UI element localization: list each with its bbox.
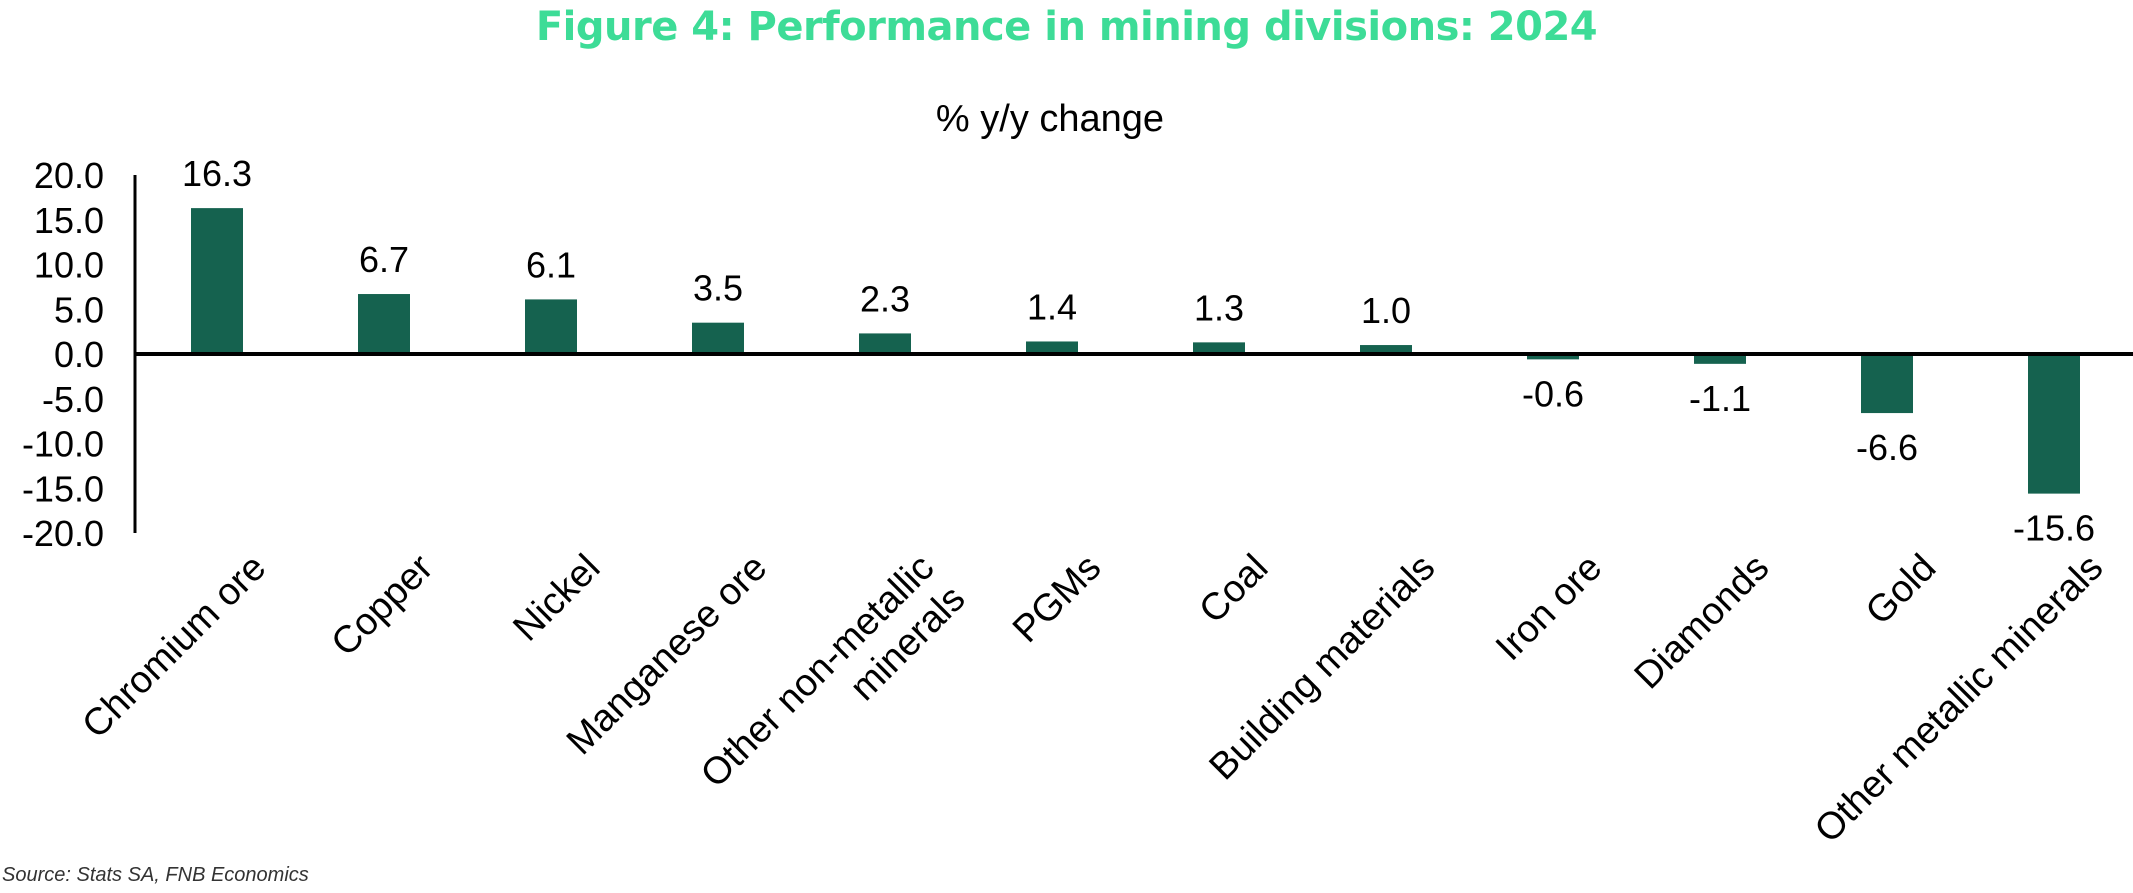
figure-title: Figure 4: Performance in mining division… [535,4,1598,50]
value-labels: 16.3 6.7 6.1 3.5 2.3 1.4 1.3 1.0 -0.6 -1.1 -6.6 -15… [182,153,2095,549]
bar [1527,354,1579,360]
value-label: 2.3 [860,278,910,319]
category-label: Other metallic minerals [1807,547,2111,851]
category-label-line: Coal [1191,547,1276,632]
y-tick-label: 5.0 [54,289,104,330]
value-label: -6.6 [1856,427,1918,468]
y-tick-label: 0.0 [54,334,104,375]
category-label-line: Gold [1858,547,1944,633]
bar [191,208,243,354]
value-label: 6.1 [526,244,576,285]
bar [1861,354,1913,414]
category-label: Nickel [505,547,608,650]
category-label-line: Copper [324,546,442,664]
bar [1360,345,1412,354]
category-label: Diamonds [1627,547,1778,698]
y-tick-label: -20.0 [22,513,104,554]
value-label: -1.1 [1689,378,1751,419]
category-label-line: PGMs [1005,547,1109,651]
category-label: Copper [324,546,442,664]
category-label-line: Iron ore [1488,547,1610,669]
bars-layer [191,208,2080,494]
bar [2028,354,2080,494]
bar [692,322,744,354]
category-label-line: Diamonds [1627,547,1778,698]
y-tick-label: -5.0 [42,379,104,420]
y-axis: 20.015.010.05.00.0-5.0-10.0-15.0-20.0 [22,155,137,554]
y-tick-label: 10.0 [34,245,104,286]
bar [1694,354,1746,364]
chart-subtitle: % y/y change [936,98,1164,140]
bar [525,299,577,354]
bar [1193,342,1245,354]
category-label: Coal [1191,547,1276,632]
category-label: Iron ore [1488,547,1610,669]
value-label: 1.3 [1194,287,1244,328]
y-tick-label: 20.0 [34,155,104,196]
value-label: 16.3 [182,153,252,194]
value-label: -15.6 [2013,508,2095,549]
y-tick-label: -10.0 [22,424,104,465]
category-label-line: Other metallic minerals [1807,547,2111,851]
value-label: 3.5 [693,268,743,309]
bar [1026,341,1078,354]
category-label-line: Nickel [505,547,608,650]
category-label: Gold [1858,547,1944,633]
bar [859,333,911,354]
value-label: -0.6 [1522,373,1584,414]
bar [358,294,410,354]
value-label: 1.4 [1027,286,1077,327]
category-label: PGMs [1005,547,1109,651]
source-note: Source: Stats SA, FNB Economics [2,864,309,886]
value-label: 6.7 [359,239,409,280]
value-label: 1.0 [1361,290,1411,331]
y-tick-label: 15.0 [34,200,104,241]
category-label-line: Chromium ore [74,547,274,747]
y-tick-label: -15.0 [22,468,104,509]
category-label: Chromium ore [74,547,274,747]
